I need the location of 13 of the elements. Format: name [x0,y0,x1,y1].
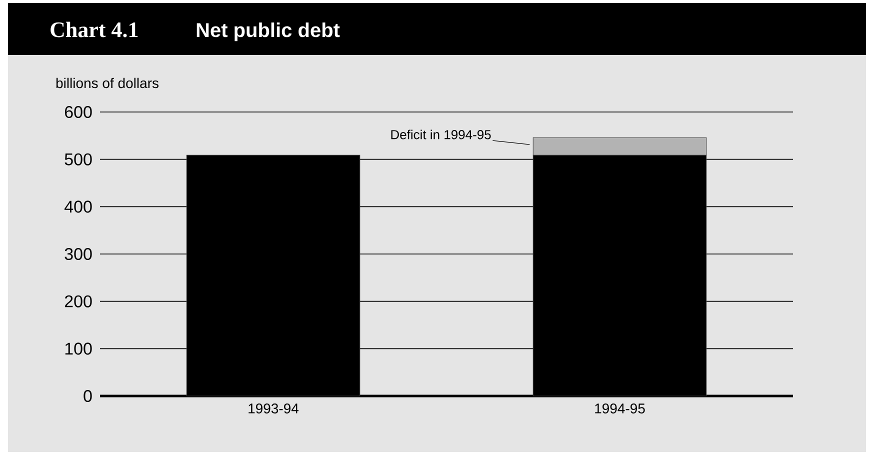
y-tick-label: 200 [64,295,92,308]
x-tick-label: 1994-95 [595,404,645,414]
y-tick-label: 600 [64,106,92,118]
y-tick-label: 400 [64,200,92,213]
chart-subtitle: Net public debt [196,22,340,42]
y-axis-title: billions of dollars [56,78,158,88]
chart-title: Chart 4.1 [50,22,138,38]
y-tick-label: 0 [84,390,92,402]
annotation: Deficit in 1994-95 [391,130,491,140]
x-tick-label: 1993-94 [248,404,299,414]
y-tick-label: 100 [65,342,92,355]
y-tick-label: 300 [64,248,92,260]
y-tick-label: 500 [64,153,92,166]
